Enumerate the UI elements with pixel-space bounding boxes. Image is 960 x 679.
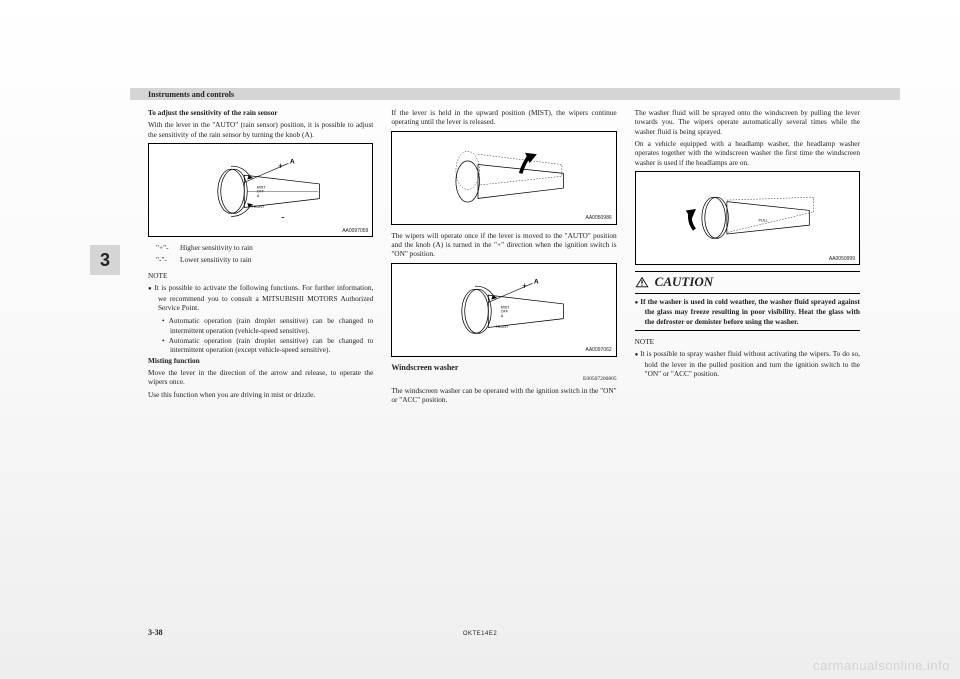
note-item: It is possible to spray washer fluid wit… — [635, 349, 860, 378]
caution-header: CAUTION — [635, 272, 860, 294]
col1-heading-sensitivity: To adjust the sensitivity of the rain se… — [148, 108, 373, 117]
note-sub-item: Automatic operation (rain droplet sensit… — [162, 316, 373, 335]
def-minus-val: Lower sensitivity to rain — [180, 255, 252, 264]
warning-triangle-icon — [635, 276, 649, 288]
lever-up-icon — [404, 141, 605, 215]
figure-rain-sensor-knob: MIST OFF A FRONT + - A AA0097059 — [148, 143, 373, 237]
figure-caption: AA0050999 — [829, 256, 855, 262]
lever-knob-plus-icon: MIST OFF A FRONT + A — [404, 273, 605, 347]
column-1: To adjust the sensitivity of the rain se… — [148, 108, 373, 621]
lever-pull-icon: PULL — [647, 181, 848, 255]
figure-knob-plus: MIST OFF A FRONT + A AA0097062 — [391, 263, 616, 357]
lever-knob-icon: MIST OFF A FRONT + - A — [160, 153, 361, 227]
svg-text:MIST: MIST — [257, 186, 267, 190]
def-plus-val: Higher sensitivity to rain — [180, 243, 253, 252]
content-columns: To adjust the sensitivity of the rain se… — [148, 108, 860, 621]
svg-text:-: - — [281, 213, 284, 224]
section-heading-washer: Windscreen washer — [391, 363, 616, 373]
note-heading: NOTE — [148, 271, 373, 280]
svg-text:+: + — [522, 281, 527, 291]
col3-text-1: The washer fluid will be sprayed onto th… — [635, 108, 860, 136]
svg-text:+: + — [278, 161, 283, 171]
section-code: E00507200805 — [391, 376, 616, 383]
column-3: The washer fluid will be sprayed onto th… — [635, 108, 860, 621]
svg-text:MIST: MIST — [500, 305, 510, 309]
svg-text:A: A — [290, 158, 295, 165]
col2-text-3: The windscreen washer can be operated wi… — [391, 386, 616, 405]
svg-text:OFF: OFF — [257, 190, 265, 194]
def-plus-key: "+"- — [156, 243, 180, 252]
svg-text:FRONT: FRONT — [252, 205, 265, 209]
footer-code: OKTE14E2 — [0, 631, 960, 637]
svg-text:A: A — [533, 278, 538, 285]
def-minus-key: "-"- — [156, 255, 180, 264]
side-tab: 3 — [90, 245, 120, 275]
note-sub-item: Automatic operation (rain droplet sensit… — [162, 336, 373, 355]
watermark: carmanualsonline.info — [813, 658, 950, 673]
col1-text-2: Move the lever in the direction of the a… — [148, 368, 373, 387]
header-title: Instruments and controls — [148, 90, 234, 99]
col1-text-1: With the lever in the "AUTO" (rain senso… — [148, 120, 373, 139]
note-heading: NOTE — [635, 337, 860, 346]
column-2: If the lever is held in the upward posit… — [391, 108, 616, 621]
col1-heading-misting: Misting function — [148, 356, 373, 365]
manual-page: Instruments and controls 3 To adjust the… — [0, 0, 960, 679]
header-band — [130, 88, 900, 100]
col1-text-3: Use this function when you are driving i… — [148, 390, 373, 399]
sensitivity-definitions: "+"- Higher sensitivity to rain "-"- Low… — [156, 243, 373, 265]
caution-item: If the washer is used in cold weather, t… — [635, 297, 860, 326]
col2-text-1: If the lever is held in the upward posit… — [391, 108, 616, 127]
figure-caption: AA0097059 — [342, 228, 368, 234]
svg-text:OFF: OFF — [500, 310, 508, 314]
figure-caption: AA0050986 — [586, 215, 612, 221]
svg-text:FRONT: FRONT — [495, 325, 508, 329]
figure-caption: AA0097062 — [586, 347, 612, 353]
note-list: It is possible to activate the following… — [148, 283, 373, 312]
figure-lever-mist: AA0050986 — [391, 131, 616, 225]
svg-text:PULL: PULL — [758, 219, 767, 223]
caution-box: CAUTION If the washer is used in cold we… — [635, 271, 860, 331]
figure-lever-pull: PULL AA0050999 — [635, 171, 860, 265]
svg-text:A: A — [257, 194, 260, 198]
note-list: It is possible to spray washer fluid wit… — [635, 349, 860, 378]
svg-text:A: A — [500, 314, 503, 318]
caution-title: CAUTION — [655, 274, 714, 291]
note-sublist: Automatic operation (rain droplet sensit… — [148, 316, 373, 354]
caution-list: If the washer is used in cold weather, t… — [635, 297, 860, 326]
col2-text-2: The wipers will operate once if the leve… — [391, 231, 616, 259]
col3-text-2: On a vehicle equipped with a headlamp wa… — [635, 139, 860, 167]
note-item: It is possible to activate the following… — [148, 283, 373, 312]
